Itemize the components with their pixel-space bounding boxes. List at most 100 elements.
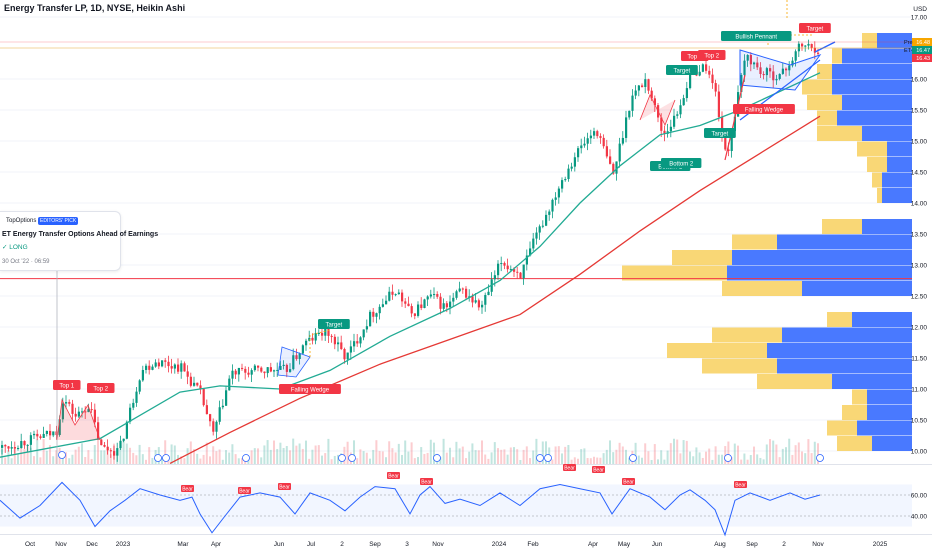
idea-card[interactable]: TopOptions EDITORS' PICK ET Energy Trans… xyxy=(0,211,158,271)
volume-bar xyxy=(333,455,336,464)
volume-bar xyxy=(423,453,426,464)
candle-body xyxy=(637,85,640,91)
volume-profile-row xyxy=(722,281,912,296)
target-projection xyxy=(309,329,331,357)
candle-body xyxy=(775,78,778,81)
volume-bar xyxy=(583,448,586,464)
candle-body xyxy=(305,340,308,346)
volume-bar xyxy=(253,448,256,464)
candle-body xyxy=(717,91,720,117)
price-label-prefix: Pre xyxy=(904,40,913,46)
candle xyxy=(599,133,602,144)
idea-title[interactable]: ET Energy Transfer Options Ahead of Earn… xyxy=(2,231,159,238)
candle xyxy=(682,94,685,106)
volume-bar xyxy=(77,446,80,464)
candle-body xyxy=(615,161,618,174)
event-marker-circle xyxy=(242,454,250,462)
volume-profile-bar-up xyxy=(842,95,912,110)
volume-profile-bar-down xyxy=(877,188,882,203)
candle-body xyxy=(132,402,135,408)
volume-bar xyxy=(17,453,19,464)
volume-bar xyxy=(698,452,701,464)
volume-profile-bar-down xyxy=(807,95,842,110)
rsi-divergence-label-text: Bear xyxy=(623,480,634,486)
volume-bar xyxy=(561,453,563,464)
candle xyxy=(260,366,263,373)
volume-bar xyxy=(266,440,269,464)
volume-bar xyxy=(13,447,16,464)
volume-bar xyxy=(628,457,631,464)
candle-body xyxy=(471,296,474,303)
candle xyxy=(186,365,189,385)
rsi-divergence-label: Bear xyxy=(734,481,747,489)
candle xyxy=(122,438,125,443)
volume-profile-bar-down xyxy=(827,312,852,327)
rsi-tick-label: 60.00 xyxy=(911,493,928,500)
volume-bar xyxy=(93,445,96,464)
volume-bar xyxy=(279,442,282,464)
candle xyxy=(647,78,650,95)
volume-bar xyxy=(410,442,413,464)
candle-body xyxy=(740,74,743,93)
current-price-label: 16.43 xyxy=(912,54,932,62)
volume-bar xyxy=(506,454,509,464)
candle-body xyxy=(353,341,356,347)
volume-profile-bar-down xyxy=(672,250,732,265)
pattern-label: Top 2 xyxy=(87,383,115,393)
pattern-label-bg xyxy=(666,65,698,75)
event-marker xyxy=(629,454,637,462)
candle xyxy=(634,85,637,100)
volume-bar xyxy=(567,445,570,464)
candle xyxy=(202,388,205,407)
candle xyxy=(772,65,775,88)
double-top-2-pattern xyxy=(639,94,676,126)
candle xyxy=(164,358,167,368)
candle xyxy=(548,209,551,221)
price-tick-label: 10.00 xyxy=(911,449,928,456)
volume-bar xyxy=(385,457,387,464)
candle xyxy=(189,372,192,388)
price-tick-label: 13.00 xyxy=(911,263,928,270)
candle-body xyxy=(129,407,132,422)
volume-profile-bar-up xyxy=(832,374,912,389)
volume-bar xyxy=(660,450,663,464)
volume-bar xyxy=(420,447,423,464)
volume-bar xyxy=(36,439,39,464)
candle-body xyxy=(538,226,541,233)
volume-bar xyxy=(497,448,499,464)
candle xyxy=(698,65,701,77)
candle-body xyxy=(324,325,327,336)
candle-body xyxy=(215,421,218,432)
volume-bar xyxy=(679,453,682,464)
candle-body xyxy=(196,382,199,386)
volume-bar xyxy=(202,454,205,464)
event-marker xyxy=(58,451,66,459)
volume-bar xyxy=(666,450,669,464)
candle-body xyxy=(212,421,215,432)
breakout-arrow xyxy=(814,41,836,53)
candle xyxy=(557,186,560,204)
candle xyxy=(436,291,439,299)
candle-body xyxy=(650,90,653,99)
rsi-divergence-label-text: Bear xyxy=(564,466,575,472)
candle xyxy=(519,271,522,279)
volume-bar xyxy=(45,450,48,464)
idea-timestamp: 30 Oct '22 · 06:59 xyxy=(2,259,50,265)
candle xyxy=(113,445,116,460)
candle xyxy=(42,426,45,438)
price-tick-label: 12.50 xyxy=(911,294,928,301)
volume-bar xyxy=(487,458,490,464)
candle-body xyxy=(423,299,426,309)
volume-bar xyxy=(4,457,7,464)
volume-profile-bar-up xyxy=(862,126,912,141)
volume-bar xyxy=(458,448,461,464)
volume-bar xyxy=(132,452,135,464)
candle xyxy=(749,52,752,72)
pattern-label-text: Target xyxy=(674,68,691,74)
volume-profile-bar-down xyxy=(857,141,887,157)
moving-average-50 xyxy=(0,72,821,458)
price-tick-label: 15.50 xyxy=(911,108,928,115)
candle xyxy=(410,303,413,318)
candle-body xyxy=(225,390,228,406)
